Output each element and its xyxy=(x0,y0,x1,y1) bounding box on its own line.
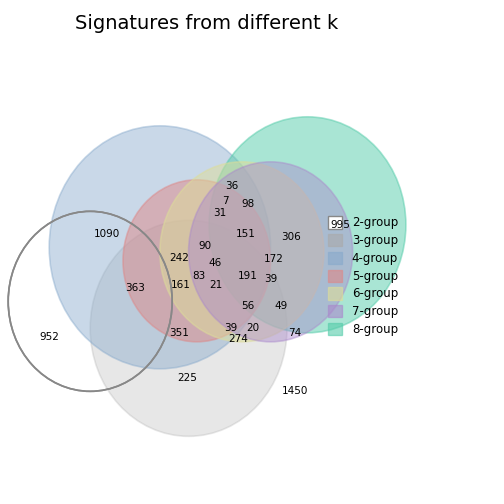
Text: 7: 7 xyxy=(222,196,229,206)
Title: Signatures from different k: Signatures from different k xyxy=(75,14,338,33)
Text: 49: 49 xyxy=(275,301,288,311)
Text: 306: 306 xyxy=(281,231,301,241)
Text: 98: 98 xyxy=(241,199,254,209)
Text: 995: 995 xyxy=(330,220,350,230)
Text: 21: 21 xyxy=(209,280,222,290)
Text: 225: 225 xyxy=(177,373,197,383)
Text: 56: 56 xyxy=(241,301,254,311)
Text: 274: 274 xyxy=(228,334,248,344)
Text: 351: 351 xyxy=(169,328,188,338)
Text: 90: 90 xyxy=(199,240,212,250)
Text: 242: 242 xyxy=(169,253,188,263)
Text: 363: 363 xyxy=(125,283,145,293)
Circle shape xyxy=(49,126,271,369)
Text: 39: 39 xyxy=(225,324,238,333)
Text: 1090: 1090 xyxy=(93,229,120,239)
Text: 1450: 1450 xyxy=(282,387,308,396)
Text: 191: 191 xyxy=(238,271,258,281)
Text: 151: 151 xyxy=(236,229,256,239)
Text: 31: 31 xyxy=(213,208,226,218)
Text: 74: 74 xyxy=(289,328,302,338)
Circle shape xyxy=(90,220,287,436)
Text: 39: 39 xyxy=(264,274,277,284)
Text: 83: 83 xyxy=(193,271,206,281)
Text: 36: 36 xyxy=(225,181,239,191)
Circle shape xyxy=(123,180,271,342)
Circle shape xyxy=(209,117,406,333)
Circle shape xyxy=(188,162,353,342)
Text: 172: 172 xyxy=(264,254,284,264)
Text: 46: 46 xyxy=(208,258,221,268)
Text: 20: 20 xyxy=(246,324,259,333)
Text: 952: 952 xyxy=(39,332,59,342)
Circle shape xyxy=(160,162,324,342)
Legend: 2-group, 3-group, 4-group, 5-group, 6-group, 7-group, 8-group: 2-group, 3-group, 4-group, 5-group, 6-gr… xyxy=(328,216,398,336)
Text: 161: 161 xyxy=(170,280,191,290)
